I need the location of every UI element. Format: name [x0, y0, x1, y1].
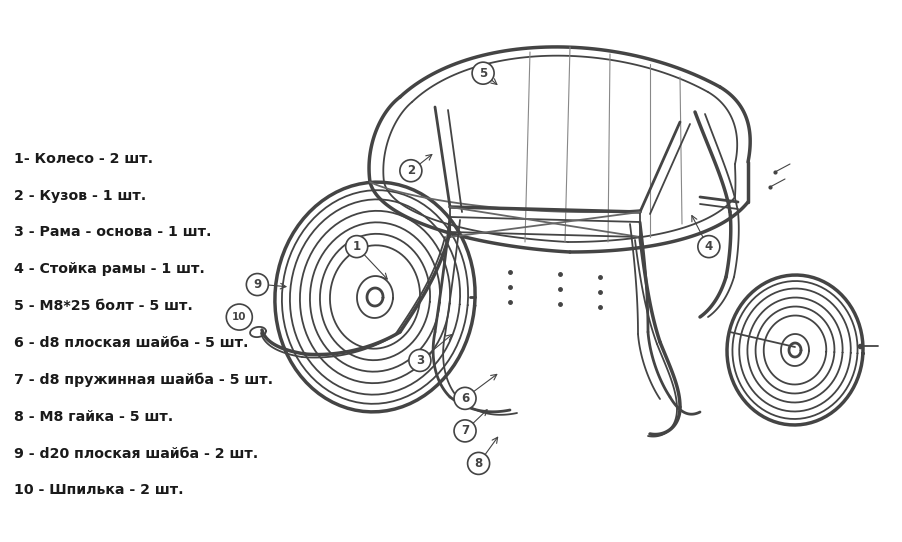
Circle shape — [467, 453, 489, 474]
Text: 5 - М8*25 болт - 5 шт.: 5 - М8*25 болт - 5 шт. — [14, 299, 192, 313]
Text: 1: 1 — [353, 240, 360, 253]
Circle shape — [345, 236, 367, 257]
Text: 4 - Стойка рамы - 1 шт.: 4 - Стойка рамы - 1 шт. — [14, 262, 204, 276]
Text: 10: 10 — [232, 312, 246, 322]
Text: 5: 5 — [478, 67, 487, 80]
Text: 8 - М8 гайка - 5 шт.: 8 - М8 гайка - 5 шт. — [14, 410, 172, 424]
Circle shape — [454, 420, 475, 442]
Circle shape — [409, 350, 430, 371]
Circle shape — [697, 236, 719, 257]
Text: 2 - Кузов - 1 шт.: 2 - Кузов - 1 шт. — [14, 189, 145, 203]
Text: 2: 2 — [407, 164, 414, 177]
Text: 8: 8 — [474, 457, 483, 470]
Circle shape — [454, 388, 475, 409]
Circle shape — [472, 62, 493, 84]
Text: 3 - Рама - основа - 1 шт.: 3 - Рама - основа - 1 шт. — [14, 225, 211, 240]
Circle shape — [246, 274, 268, 295]
Text: 4: 4 — [704, 240, 713, 253]
Text: 1- Колесо - 2 шт.: 1- Колесо - 2 шт. — [14, 152, 152, 166]
Circle shape — [400, 160, 421, 182]
Circle shape — [226, 304, 252, 330]
Text: 6 - d8 плоская шайба - 5 шт.: 6 - d8 плоская шайба - 5 шт. — [14, 336, 248, 350]
Text: 6: 6 — [460, 392, 469, 405]
Text: 7: 7 — [461, 424, 468, 437]
Text: 10 - Шпилька - 2 шт.: 10 - Шпилька - 2 шт. — [14, 483, 183, 498]
Text: 3: 3 — [416, 354, 423, 367]
Text: 9: 9 — [253, 278, 262, 291]
Text: 7 - d8 пружинная шайба - 5 шт.: 7 - d8 пружинная шайба - 5 шт. — [14, 373, 272, 387]
Text: 9 - d20 плоская шайба - 2 шт.: 9 - d20 плоская шайба - 2 шт. — [14, 447, 257, 461]
